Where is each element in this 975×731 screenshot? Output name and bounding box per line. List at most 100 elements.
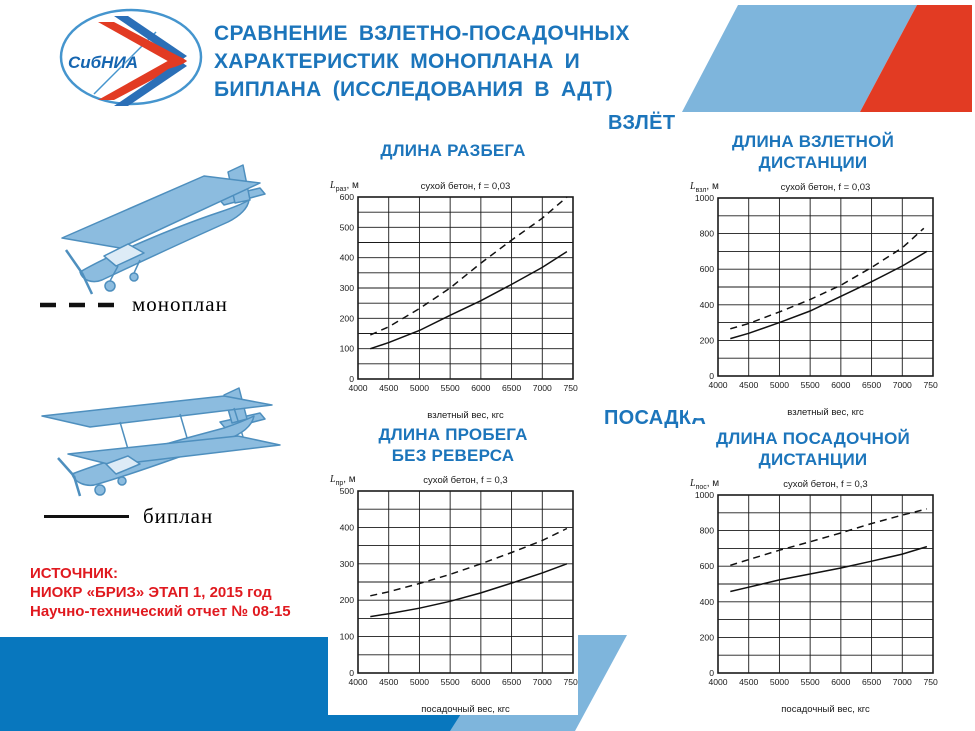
- svg-text:5500: 5500: [441, 383, 460, 393]
- svg-text:4500: 4500: [739, 677, 758, 687]
- svg-text:0: 0: [709, 668, 714, 678]
- svg-text:800: 800: [700, 526, 715, 536]
- chart-title: ДЛИНА ПРОБЕГА БЕЗ РЕВЕРСА: [378, 425, 528, 465]
- svg-text:7000: 7000: [533, 383, 552, 393]
- svg-text:400: 400: [700, 300, 715, 310]
- svg-text:5500: 5500: [801, 677, 820, 687]
- chart-title: ДЛИНА ПОСАДОЧНОЙ ДИСТАНЦИИ: [716, 429, 910, 469]
- svg-text:600: 600: [700, 264, 715, 274]
- source-note: ИСТОЧНИК: НИОКР «БРИЗ» ЭТАП 1, 2015 год …: [30, 564, 291, 621]
- banner-blue-shape: [682, 5, 917, 112]
- svg-text:5000: 5000: [410, 383, 429, 393]
- svg-text:800: 800: [700, 229, 715, 239]
- svg-text:6500: 6500: [862, 677, 881, 687]
- biplane-cockpit: [105, 455, 141, 475]
- svg-text:0: 0: [709, 371, 714, 381]
- svg-text:6000: 6000: [831, 380, 850, 390]
- svg-text:500: 500: [340, 222, 355, 232]
- svg-text:400: 400: [340, 522, 355, 532]
- source-line-3: Научно-технический отчет № 08-15: [30, 603, 291, 620]
- svg-text:6500: 6500: [862, 380, 881, 390]
- svg-text:7000: 7000: [893, 677, 912, 687]
- svg-text:400: 400: [340, 253, 355, 263]
- chart-takeoff-run: ДЛИНА РАЗБЕГА Lраз, м сухой бетон, f = 0…: [328, 140, 583, 421]
- svg-text:4000: 4000: [708, 677, 727, 687]
- source-line-2: НИОКР «БРИЗ» ЭТАП 1, 2015 год: [30, 584, 272, 601]
- chart-title: ДЛИНА РАЗБЕГА: [380, 141, 526, 160]
- svg-text:4500: 4500: [739, 380, 758, 390]
- section-label-landing: ПОСАДКА: [604, 407, 707, 429]
- svg-text:5000: 5000: [770, 380, 789, 390]
- y-axis-label: Lпр, м: [330, 474, 356, 487]
- chart-subtitle: сухой бетон, f = 0,03: [420, 181, 511, 192]
- svg-text:7000: 7000: [893, 380, 912, 390]
- svg-text:6000: 6000: [471, 677, 490, 687]
- svg-text:300: 300: [340, 559, 355, 569]
- y-axis-label: Lраз, м: [330, 180, 359, 193]
- svg-text:6000: 6000: [831, 677, 850, 687]
- x-axis-label: взлетный вес, кгс: [787, 407, 864, 418]
- legend-biplane: биплан: [44, 504, 213, 529]
- svg-text:1000: 1000: [695, 194, 714, 203]
- x-axis-label: взлетный вес, кгс: [427, 410, 504, 421]
- svg-text:200: 200: [340, 595, 355, 605]
- biplane-lower-wing: [67, 435, 281, 466]
- source-line-1: ИСТОЧНИК:: [30, 565, 119, 582]
- svg-text:5500: 5500: [801, 380, 820, 390]
- page-title: СРАВНЕНИЕ ВЗЛЕТНО-ПОСАДОЧНЫХ ХАРАКТЕРИСТ…: [214, 22, 630, 101]
- svg-text:100: 100: [340, 344, 355, 354]
- dashed-line-key: [40, 302, 118, 307]
- svg-text:4500: 4500: [379, 383, 398, 393]
- banner-red-shape: [860, 5, 972, 112]
- svg-text:5000: 5000: [770, 677, 789, 687]
- svg-text:6000: 6000: [471, 383, 490, 393]
- chart-landing-run: ДЛИНА ПРОБЕГА БЕЗ РЕВЕРСА Lпр, м сухой б…: [328, 424, 583, 715]
- svg-text:6500: 6500: [502, 383, 521, 393]
- svg-text:600: 600: [340, 193, 355, 202]
- svg-text:0: 0: [349, 374, 354, 384]
- svg-text:4000: 4000: [348, 383, 367, 393]
- chart-title: ДЛИНА ВЗЛЕТНОЙ ДИСТАНЦИИ: [732, 132, 894, 172]
- chart-takeoff-distance: ДЛИНА ВЗЛЕТНОЙ ДИСТАНЦИИ Lвзл, м сухой б…: [688, 131, 943, 418]
- svg-text:4000: 4000: [348, 677, 367, 687]
- svg-text:200: 200: [700, 335, 715, 345]
- solid-line-key: [44, 515, 129, 518]
- legend-monoplane-label: моноплан: [132, 292, 228, 316]
- biplane-upper-wing: [41, 395, 273, 428]
- chart-subtitle: сухой бетон, f = 0,3: [783, 479, 868, 490]
- svg-text:7000: 7000: [533, 677, 552, 687]
- chart-subtitle: сухой бетон, f = 0,3: [423, 475, 508, 486]
- top-right-banner: [682, 5, 972, 112]
- legend-monoplane: моноплан: [38, 292, 228, 317]
- svg-text:400: 400: [700, 597, 715, 607]
- svg-text:0: 0: [349, 668, 354, 678]
- logo-text: СибНИА: [68, 53, 138, 72]
- x-axis-label: посадочный вес, кгс: [781, 704, 870, 715]
- svg-text:200: 200: [340, 313, 355, 323]
- y-axis-label: Lвзл, м: [690, 181, 719, 194]
- svg-text:5500: 5500: [441, 677, 460, 687]
- biplane-image: [41, 387, 281, 497]
- svg-text:300: 300: [340, 283, 355, 293]
- svg-text:5000: 5000: [410, 677, 429, 687]
- svg-text:6500: 6500: [502, 677, 521, 687]
- y-axis-label: Lпос, м: [690, 478, 720, 491]
- monoplane-image: [61, 164, 266, 295]
- svg-text:600: 600: [700, 561, 715, 571]
- monoplane-wing: [61, 175, 261, 249]
- svg-text:100: 100: [340, 632, 355, 642]
- section-label-takeoff: ВЗЛЁТ: [608, 112, 676, 134]
- svg-text:1000: 1000: [695, 491, 714, 500]
- x-axis-label: посадочный вес, кгс: [421, 704, 510, 715]
- svg-text:500: 500: [340, 487, 355, 496]
- svg-text:200: 200: [700, 632, 715, 642]
- chart-subtitle: сухой бетон, f = 0,03: [780, 182, 871, 193]
